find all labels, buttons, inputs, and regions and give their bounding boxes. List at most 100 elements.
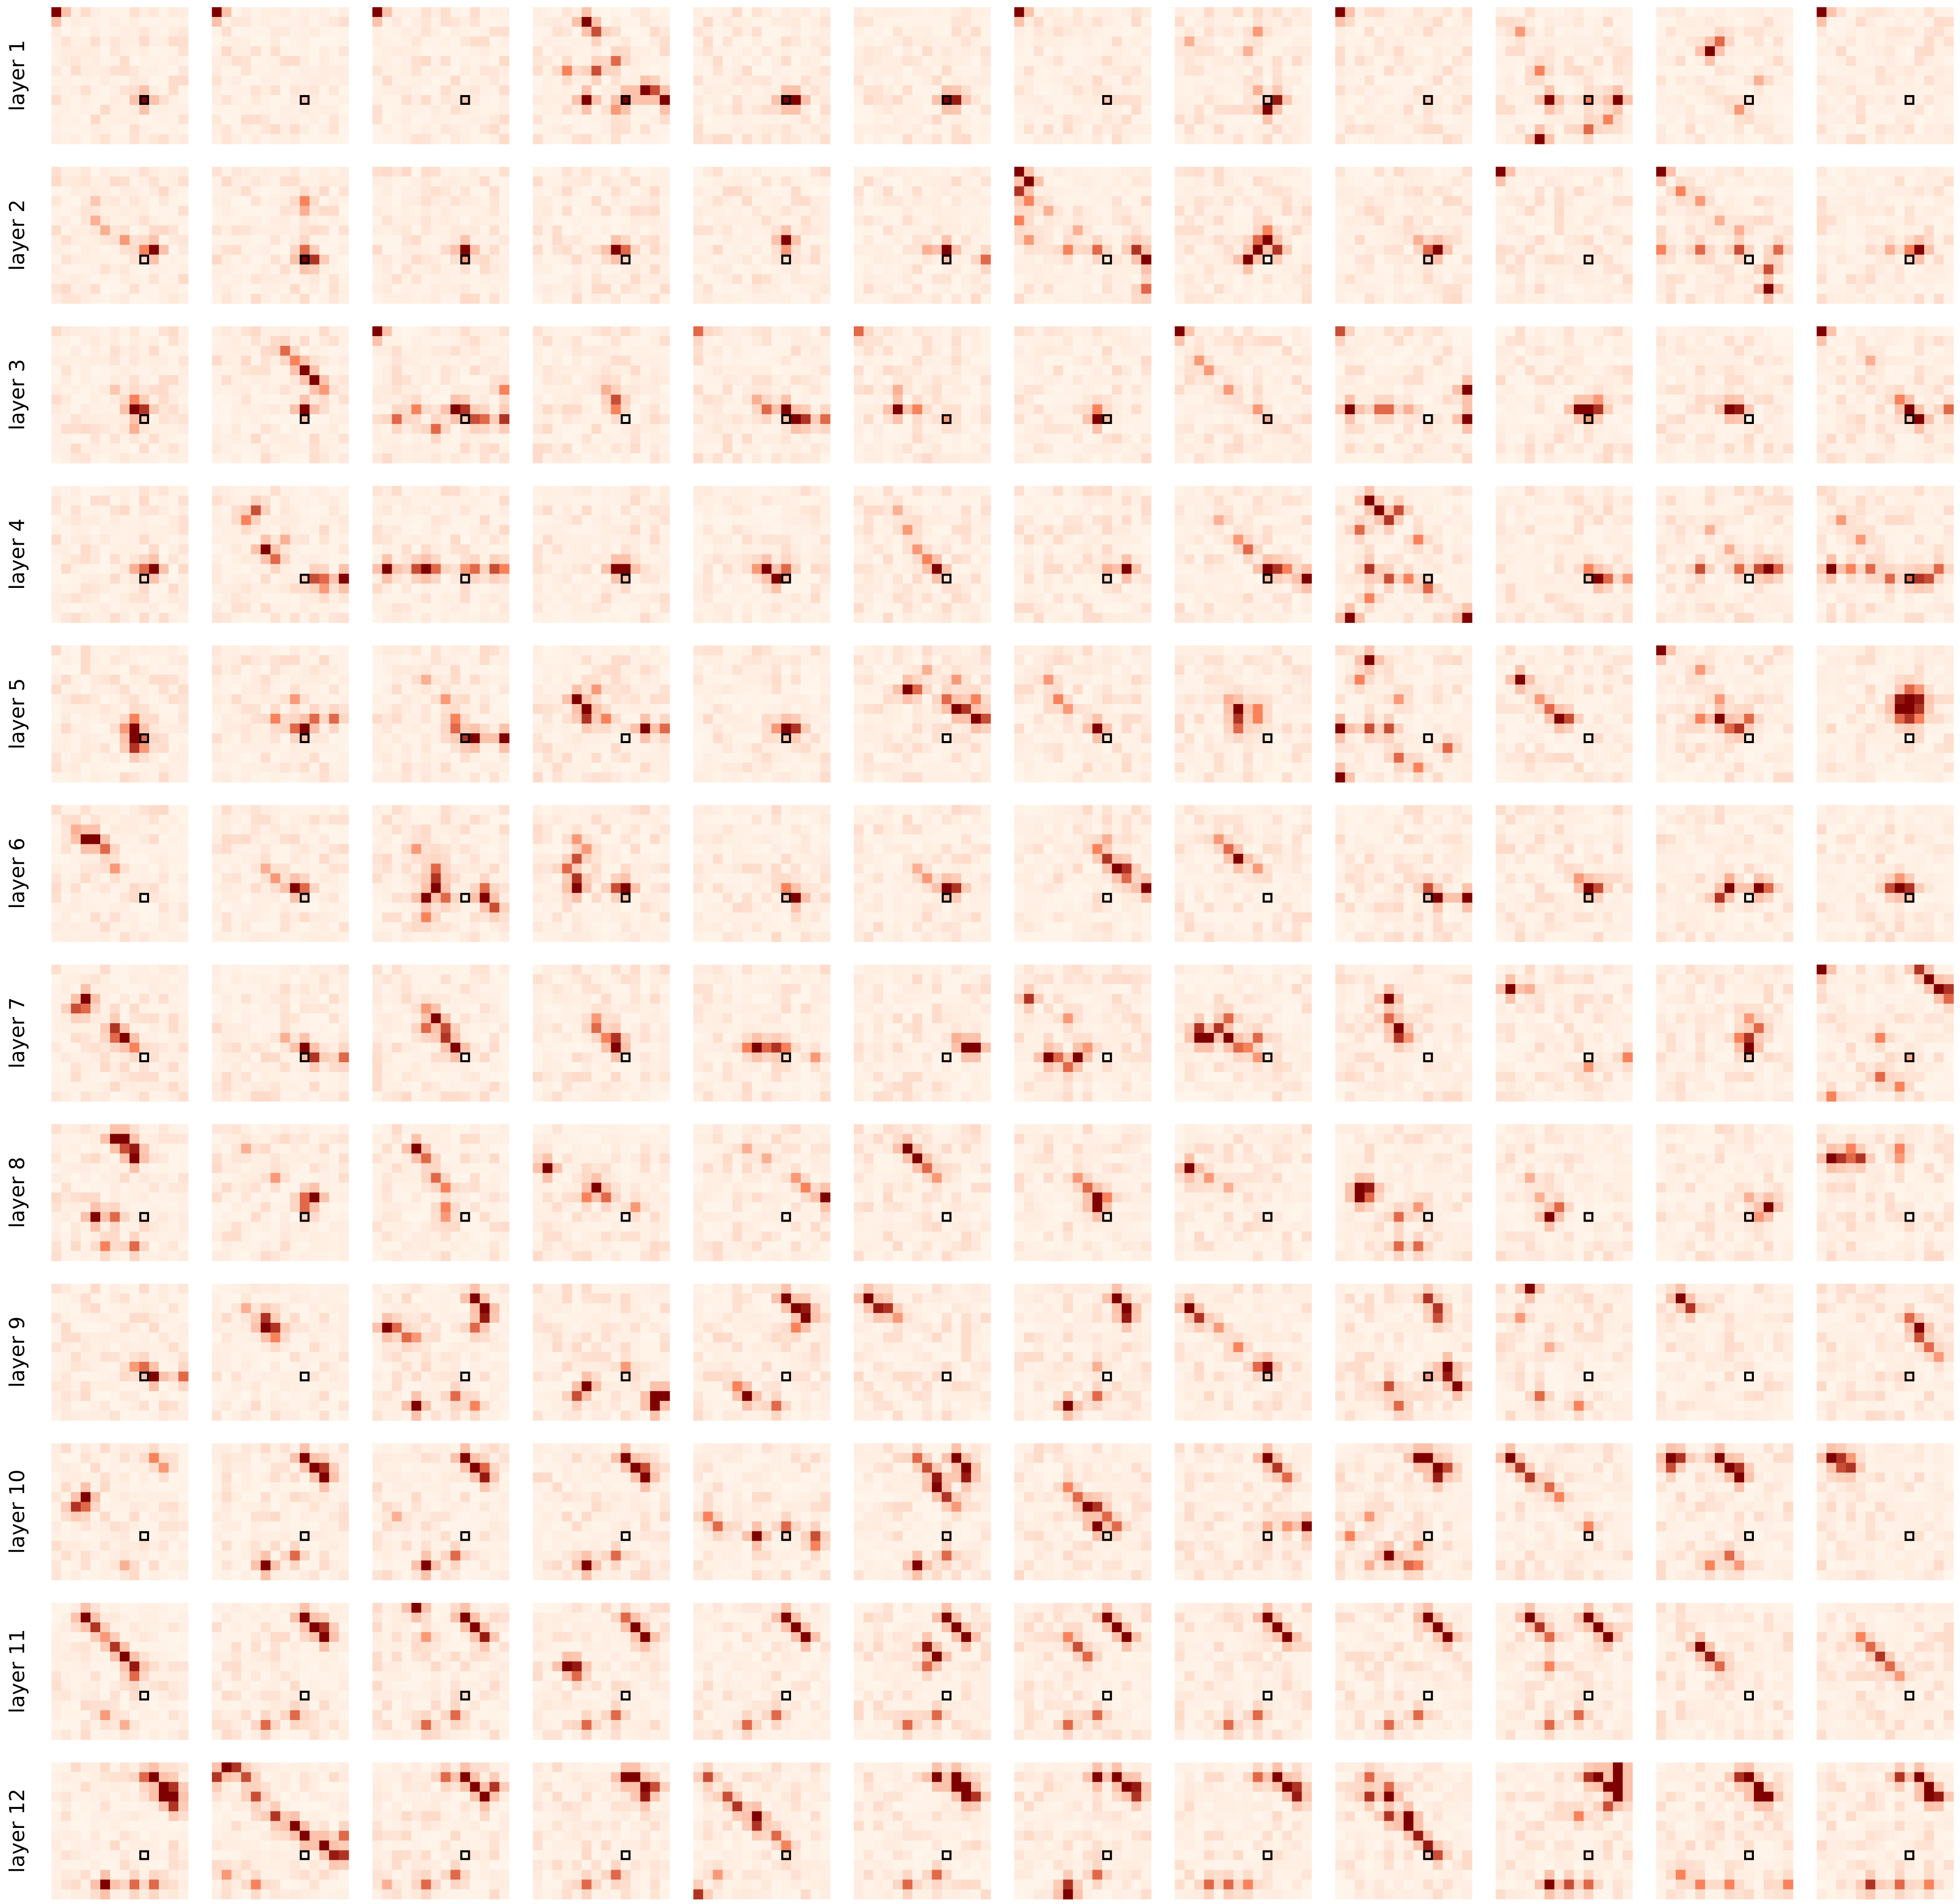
heatmap-cell [854, 226, 864, 236]
heatmap-cell [1262, 27, 1273, 37]
heatmap-cell [1525, 85, 1535, 96]
heatmap-cell [1141, 56, 1151, 66]
heatmap-cell [1375, 245, 1385, 255]
heatmap-cell [1233, 85, 1243, 96]
heatmap-cell [1462, 255, 1473, 265]
heatmap-cell [1292, 46, 1302, 57]
heatmap-cell [178, 66, 189, 76]
heatmap-cell [772, 7, 782, 17]
heatmap-cell [1024, 46, 1034, 57]
heatmap-cell [1043, 46, 1054, 57]
heatmap-cell [1335, 216, 1346, 226]
heatmap-cell [401, 245, 412, 255]
heatmap-cell [1272, 235, 1283, 246]
heatmap-cell [1613, 7, 1623, 17]
heatmap-cell [762, 284, 772, 294]
heatmap-cell [382, 105, 392, 115]
heatmap-cell [401, 27, 412, 37]
heatmap-cell [470, 235, 480, 246]
heatmap-cell [489, 167, 500, 177]
heatmap-cell [1846, 294, 1856, 304]
heatmap-cell [261, 346, 271, 356]
heatmap-cell [1302, 294, 1312, 304]
heatmap-cell [71, 85, 81, 96]
heatmap-cell [1783, 274, 1793, 285]
heatmap-cell [90, 245, 101, 255]
heatmap-cell [1754, 245, 1764, 255]
heatmap-cell [159, 453, 169, 464]
heatmap-cell [631, 255, 641, 265]
heatmap-cell [231, 336, 242, 346]
heatmap-cell [1754, 46, 1764, 57]
heatmap-cell [139, 216, 150, 226]
heatmap-cell [372, 235, 382, 246]
heatmap-cell [903, 66, 913, 76]
heatmap-cell [601, 134, 612, 144]
heatmap-cell [1666, 167, 1676, 177]
heatmap-cell [1885, 294, 1895, 304]
heatmap-cell [864, 124, 874, 135]
heatmap-cell [1384, 105, 1395, 115]
heatmap-cell [1676, 27, 1686, 37]
heatmap-cell [922, 177, 932, 187]
heatmap-cell [592, 255, 602, 265]
heatmap-cell [1034, 134, 1044, 144]
heatmap-cell [1564, 206, 1574, 216]
heatmap-cell [290, 7, 300, 17]
heatmap-cell [1754, 66, 1764, 76]
heatmap-cell [1433, 36, 1443, 47]
heatmap-cell [1112, 124, 1122, 135]
heatmap-cell [71, 167, 81, 177]
heatmap-cell [1462, 134, 1473, 144]
heatmap-cell [1924, 235, 1934, 246]
heatmap-cell [1924, 7, 1934, 17]
heatmap-cell [1914, 187, 1925, 197]
heatmap-cell [382, 284, 392, 294]
heatmap-cell [1865, 196, 1876, 207]
heatmap-cell [1112, 284, 1122, 294]
heatmap-cell [1525, 95, 1535, 105]
heatmap-cell [1725, 226, 1735, 236]
heatmap-cell [1462, 105, 1473, 115]
heatmap-cell [932, 115, 942, 125]
heatmap-cell [883, 115, 893, 125]
heatmap-cell [1462, 46, 1473, 57]
heatmap-cell [893, 177, 903, 187]
heatmap-cell [392, 167, 402, 177]
heatmap-cell [1744, 226, 1754, 236]
heatmap-cell [703, 265, 713, 275]
heatmap-cell [1063, 177, 1073, 187]
heatmap-cell [1335, 187, 1346, 197]
heatmap-cell [811, 17, 821, 27]
heatmap-cell [781, 27, 792, 37]
heatmap-cell [1175, 46, 1185, 57]
heatmap-cell [553, 245, 563, 255]
heatmap-cell [951, 284, 962, 294]
heatmap-cell [1365, 27, 1375, 37]
heatmap-cell [329, 187, 339, 197]
heatmap-cell [71, 46, 81, 57]
heatmap-cell [1404, 66, 1414, 76]
heatmap-cell [650, 177, 661, 187]
heatmap-cell [1335, 284, 1346, 294]
heatmap-cell [981, 245, 991, 255]
heatmap-cell [1122, 46, 1132, 57]
heatmap-cell [1764, 216, 1774, 226]
heatmap-cell [372, 294, 382, 304]
heatmap-cell [553, 196, 563, 207]
heatmap-cell [1764, 167, 1774, 177]
heatmap-cell [1924, 284, 1934, 294]
heatmap-cell [460, 235, 470, 246]
heatmap-cell [1506, 206, 1516, 216]
layer-label: layer 4 [6, 519, 29, 590]
heatmap-cell [411, 187, 422, 197]
heatmap-cell [1934, 36, 1944, 47]
heatmap-cell [178, 453, 189, 464]
heatmap-cell [1443, 85, 1453, 96]
heatmap-cell [1214, 105, 1224, 115]
heatmap-cell [1593, 294, 1604, 304]
heatmap-cell [801, 134, 811, 144]
heatmap-cell [300, 76, 310, 86]
heatmap-cell [762, 7, 772, 17]
heatmap-cell [1433, 294, 1443, 304]
